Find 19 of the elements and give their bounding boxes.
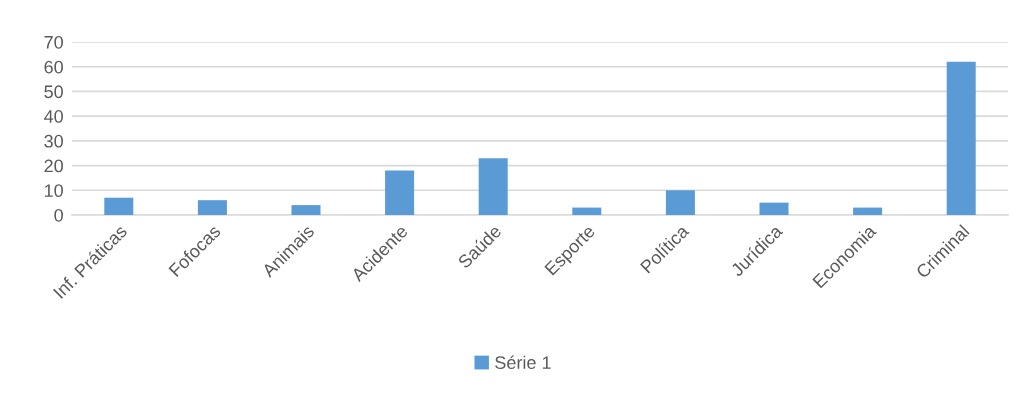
y-tick-label: 20: [44, 159, 63, 173]
bar: [665, 190, 695, 215]
y-tick-label: 40: [44, 110, 63, 123]
bar: [104, 197, 134, 215]
bar: [385, 170, 415, 215]
y-tick-label: 60: [44, 60, 63, 74]
y-tick-label: 50: [44, 85, 63, 99]
bar: [759, 202, 789, 215]
bar: [197, 200, 227, 215]
bar: [478, 158, 508, 215]
y-tick-label: 30: [44, 134, 63, 148]
y-tick-label: 0: [54, 208, 63, 222]
legend-label: Série 1: [495, 355, 551, 369]
bar: [572, 207, 602, 215]
y-tick-label: 70: [44, 35, 63, 49]
bar: [946, 61, 976, 215]
bar: [853, 207, 883, 215]
bar: [291, 205, 321, 215]
y-tick-label: 10: [44, 184, 63, 198]
